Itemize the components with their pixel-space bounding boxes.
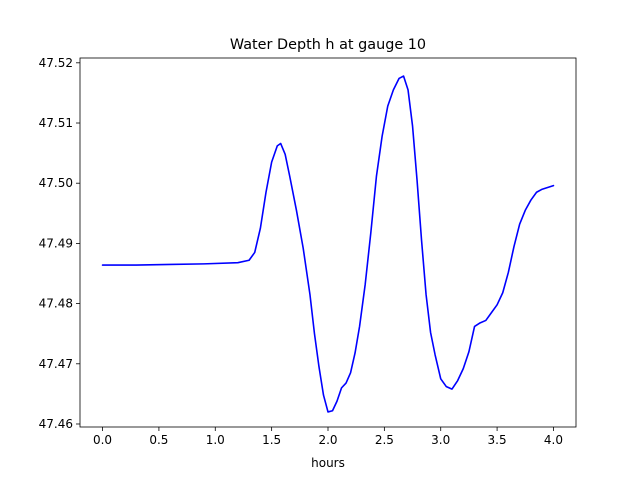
y-tick-label: 47.46 xyxy=(39,417,73,431)
x-tick-label: 1.0 xyxy=(206,433,225,447)
x-tick-label: 4.0 xyxy=(544,433,563,447)
y-tick-label: 47.52 xyxy=(39,56,73,70)
x-tick-label: 0.5 xyxy=(149,433,168,447)
plot-area xyxy=(101,75,555,413)
y-tick-label: 47.48 xyxy=(39,297,73,311)
series-line-0 xyxy=(101,75,555,413)
y-tick-label: 47.50 xyxy=(39,176,73,190)
x-tick-label: 3.5 xyxy=(488,433,507,447)
x-tick-label: 2.0 xyxy=(318,433,337,447)
y-tick-label: 47.47 xyxy=(39,357,73,371)
x-tick-label: 0.0 xyxy=(93,433,112,447)
x-tick-label: 1.5 xyxy=(262,433,281,447)
y-tick-label: 47.51 xyxy=(39,116,73,130)
x-tick-label: 2.5 xyxy=(375,433,394,447)
y-tick-label: 47.49 xyxy=(39,236,73,250)
chart-title: Water Depth h at gauge 10 xyxy=(230,37,426,53)
x-axis-label: hours xyxy=(311,456,345,470)
x-tick-label: 3.0 xyxy=(431,433,450,447)
axes: 0.0 0.5 1.0 1.5 2.0 2.5 3.0 3.5 4.0 47.46 47.47 47.… xyxy=(39,56,577,447)
